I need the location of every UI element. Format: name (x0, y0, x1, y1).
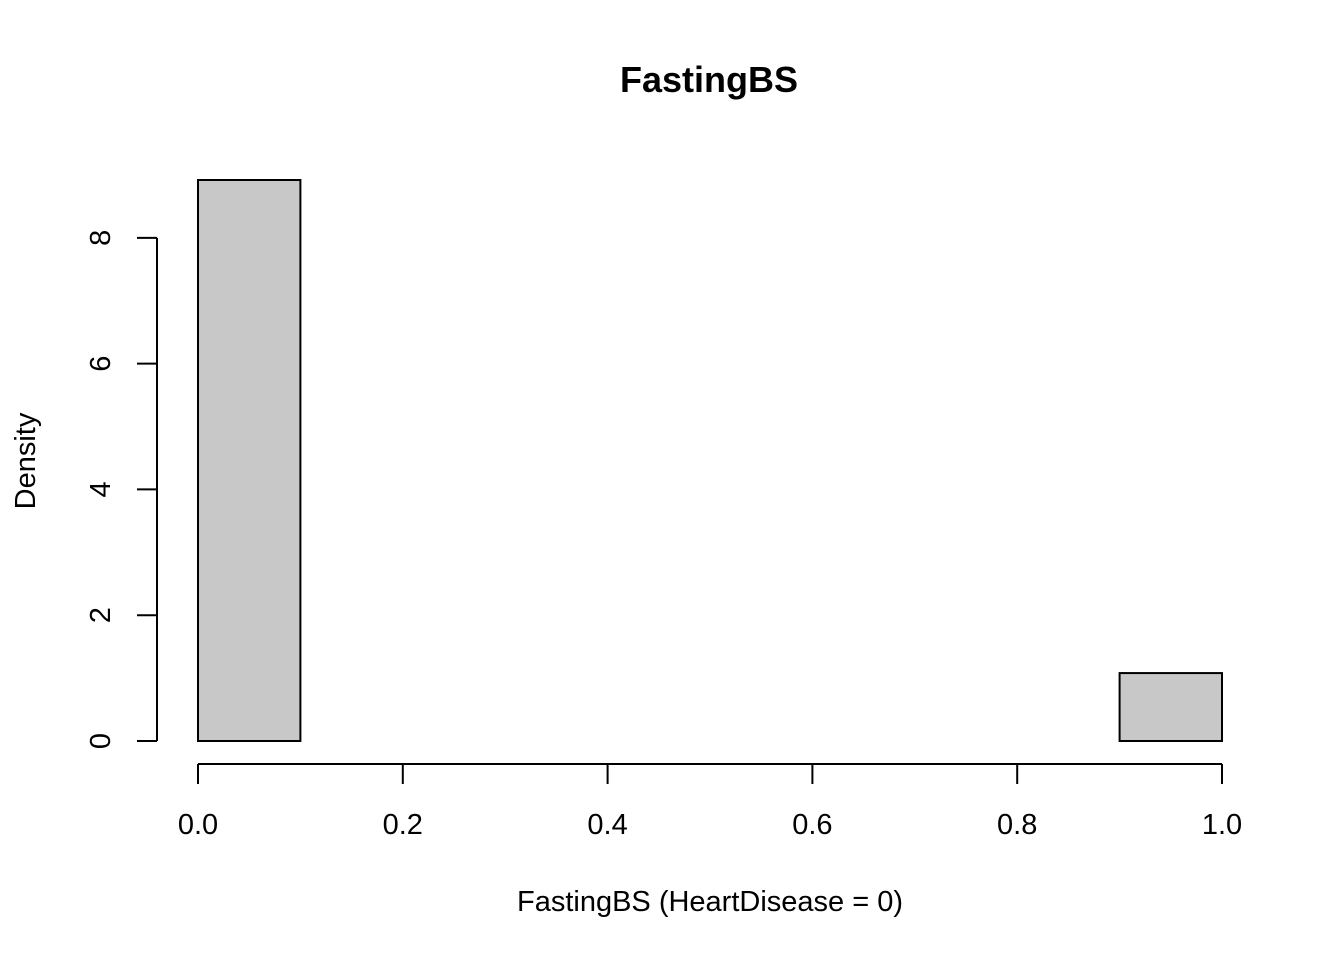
x-tick-label: 0.8 (997, 809, 1037, 841)
x-tick-label: 0.4 (587, 809, 627, 841)
x-axis-label: FastingBS (HeartDisease = 0) (517, 886, 903, 918)
x-tick-label: 0.0 (178, 809, 218, 841)
bars-group (197, 179, 1223, 742)
y-tick-label: 2 (85, 607, 117, 623)
y-axis: 0 2 4 6 8 (85, 230, 158, 749)
chart-title: FastingBS (620, 59, 798, 100)
x-tick-label: 0.6 (792, 809, 832, 841)
y-tick-label: 6 (85, 356, 117, 372)
y-tick-label: 0 (85, 733, 117, 749)
x-tick-label: 1.0 (1202, 809, 1242, 841)
y-tick-label: 4 (85, 481, 117, 497)
histogram-bar-0 (197, 179, 302, 742)
y-tick-label: 8 (85, 230, 117, 246)
y-axis-label: Density (10, 412, 42, 509)
histogram-bar-9 (1118, 672, 1223, 742)
x-tick-label: 0.2 (383, 809, 423, 841)
x-axis: 0.0 0.2 0.4 0.6 0.8 1.0 (178, 763, 1242, 841)
